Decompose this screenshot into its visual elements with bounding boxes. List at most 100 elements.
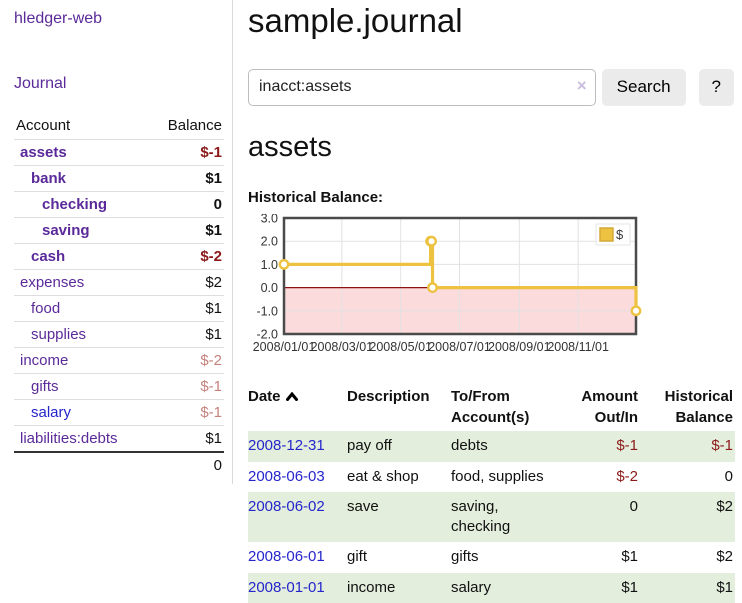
account-balance: $1 bbox=[205, 222, 222, 239]
account-row: liabilities:debts $1 bbox=[14, 425, 224, 453]
search-form: × Search ? bbox=[248, 68, 734, 106]
chart-title: Historical Balance: bbox=[248, 189, 384, 207]
chart-canvas: $3.0 2.0 1.0 0.0 -1.0 -2.02008/01/012008/03/0… bbox=[253, 212, 642, 354]
account-balance: $-1 bbox=[200, 144, 222, 161]
register-row: 2008-06-03 eat & shop food, supplies $-2 0 bbox=[248, 462, 735, 492]
account-balance: $1 bbox=[205, 430, 222, 447]
account-link[interactable]: expenses bbox=[20, 274, 85, 291]
account-row: cash $-2 bbox=[14, 243, 224, 270]
svg-text:2008/11/01: 2008/11/01 bbox=[547, 340, 609, 354]
svg-text:-1.0: -1.0 bbox=[256, 305, 278, 319]
app-title-link[interactable]: hledger-web bbox=[14, 10, 103, 27]
accounts-header-row: Account Balance bbox=[14, 114, 224, 140]
account-row: supplies $1 bbox=[14, 321, 224, 348]
sidebar-item-journal[interactable]: Journal bbox=[14, 75, 67, 92]
account-balance: $-2 bbox=[200, 352, 222, 369]
transaction-balance: $1 bbox=[716, 578, 733, 596]
legend-swatch bbox=[599, 227, 614, 243]
transaction-accounts: salary bbox=[451, 578, 492, 596]
transaction-accounts: gifts bbox=[451, 548, 479, 566]
transaction-date-link[interactable]: 2008-01-01 bbox=[248, 578, 325, 596]
account-balance: $1 bbox=[205, 326, 222, 343]
legend-label: $ bbox=[616, 227, 624, 242]
transaction-date-link[interactable]: 2008-06-02 bbox=[248, 497, 325, 515]
transaction-amount: $-2 bbox=[616, 467, 638, 485]
transaction-balance: $2 bbox=[716, 548, 733, 566]
register-table: Date Description To/From Account(s) Amou… bbox=[248, 383, 735, 603]
account-row: checking 0 bbox=[14, 191, 224, 218]
register-header-accounts: To/From Account(s) bbox=[451, 388, 530, 427]
account-link[interactable]: income bbox=[20, 352, 69, 369]
svg-text:2008/01/01: 2008/01/01 bbox=[253, 340, 316, 354]
register-header-date[interactable]: Date bbox=[248, 383, 347, 431]
account-balance: $-1 bbox=[200, 378, 222, 395]
transaction-accounts: food, supplies bbox=[451, 467, 544, 485]
account-balance: 0 bbox=[213, 196, 222, 213]
account-link[interactable]: checking bbox=[42, 196, 108, 213]
sidebar: hledger-web Journal Account Balance asse… bbox=[0, 0, 233, 484]
search-button[interactable]: Search bbox=[601, 68, 686, 106]
transaction-date-link[interactable]: 2008-12-31 bbox=[248, 437, 325, 455]
account-balance: $1 bbox=[205, 170, 222, 187]
transaction-balance: $2 bbox=[716, 497, 733, 515]
svg-text:2008/05/01: 2008/05/01 bbox=[369, 340, 432, 354]
account-link[interactable]: liabilities:debts bbox=[20, 430, 118, 447]
accounts-header-account: Account bbox=[16, 117, 71, 134]
account-heading: assets bbox=[248, 130, 332, 163]
sort-ascending-icon bbox=[285, 386, 298, 407]
register-header-row: Date Description To/From Account(s) Amou… bbox=[248, 383, 735, 431]
account-row: saving $1 bbox=[14, 217, 224, 244]
account-link[interactable]: gifts bbox=[31, 378, 59, 395]
help-button[interactable]: ? bbox=[698, 68, 734, 106]
accounts-header-balance: Balance bbox=[167, 117, 222, 134]
svg-text:3.0: 3.0 bbox=[261, 214, 278, 226]
svg-text:0.0: 0.0 bbox=[261, 281, 278, 295]
account-row: salary $-1 bbox=[14, 399, 224, 426]
transaction-description: save bbox=[347, 497, 379, 515]
register-row: 2008-12-31 pay off debts $-1 $-1 bbox=[248, 431, 735, 462]
account-row: gifts $-1 bbox=[14, 373, 224, 400]
transaction-description: income bbox=[347, 578, 396, 596]
transaction-accounts: saving, checking bbox=[451, 497, 511, 536]
register-header-amount: Amount Out/In bbox=[581, 388, 638, 427]
accounts-table: Account Balance assets $-1 bank $1 checking 0… bbox=[14, 114, 224, 478]
transaction-balance: $-1 bbox=[711, 437, 733, 455]
transaction-description: gift bbox=[347, 548, 368, 566]
register-header-balance: Historical Balance bbox=[664, 388, 733, 427]
register-header-date-label: Date bbox=[248, 388, 281, 406]
account-link[interactable]: food bbox=[31, 300, 61, 317]
clear-search-icon[interactable]: × bbox=[576, 75, 587, 95]
account-link[interactable]: salary bbox=[31, 404, 72, 421]
transaction-amount: $1 bbox=[621, 578, 638, 596]
account-link[interactable]: supplies bbox=[31, 326, 87, 343]
transaction-date-link[interactable]: 2008-06-01 bbox=[248, 548, 325, 566]
historical-balance-chart: $3.0 2.0 1.0 0.0 -1.0 -2.0 2008/01/01 2008/03/0… bbox=[248, 212, 734, 363]
account-balance: $2 bbox=[205, 274, 222, 291]
account-row: food $1 bbox=[14, 295, 224, 322]
account-link[interactable]: bank bbox=[31, 170, 67, 187]
transaction-description: pay off bbox=[347, 437, 392, 455]
svg-text:2008/03/01: 2008/03/01 bbox=[311, 340, 374, 354]
account-link[interactable]: assets bbox=[20, 144, 67, 161]
transaction-amount: 0 bbox=[629, 497, 638, 515]
account-row: assets $-1 bbox=[14, 139, 224, 166]
svg-text:1.0: 1.0 bbox=[261, 258, 278, 272]
svg-text:2008/09/01: 2008/09/01 bbox=[488, 340, 551, 354]
account-row: expenses $2 bbox=[14, 269, 224, 296]
register-header-description: Description bbox=[347, 388, 430, 406]
accounts-total-row: 0 bbox=[14, 452, 224, 478]
account-link[interactable]: saving bbox=[42, 222, 90, 239]
transaction-amount: $-1 bbox=[616, 437, 638, 455]
register-tbody: 2008-12-31 pay off debts $-1 $-1 2008-06-03 ea… bbox=[248, 431, 735, 603]
transaction-amount: $1 bbox=[621, 548, 638, 566]
transaction-balance: 0 bbox=[724, 467, 733, 485]
transaction-date-link[interactable]: 2008-06-03 bbox=[248, 467, 325, 485]
account-link[interactable]: cash bbox=[31, 248, 66, 265]
transaction-accounts: debts bbox=[451, 437, 488, 455]
svg-text:2.0: 2.0 bbox=[261, 235, 278, 249]
page-title: sample.journal bbox=[248, 2, 463, 39]
accounts-total-value: 0 bbox=[213, 457, 222, 474]
register-row: 2008-01-01 income salary $1 $1 bbox=[248, 572, 735, 603]
search-input[interactable] bbox=[248, 68, 596, 106]
register-row: 2008-06-01 gift gifts $1 $2 bbox=[248, 542, 735, 572]
